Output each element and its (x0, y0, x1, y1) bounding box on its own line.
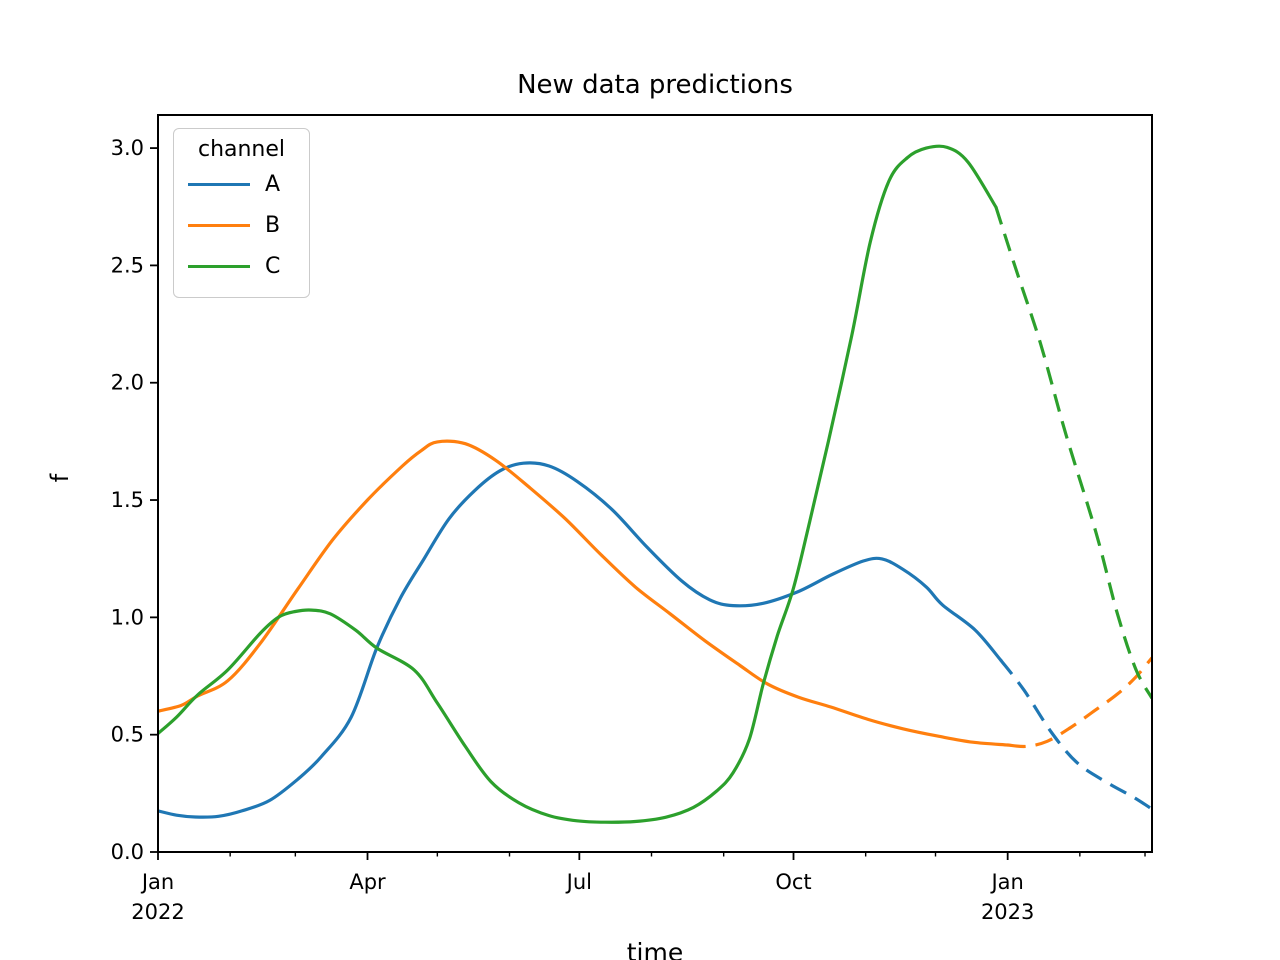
legend-label-a: A (265, 172, 281, 197)
legend-item-b: B (184, 205, 299, 246)
x-tick-year-label: 2023 (981, 900, 1034, 924)
legend-title: channel (197, 137, 286, 162)
x-tick-label: Jul (565, 870, 592, 894)
legend: channel A B C (173, 128, 310, 298)
y-tick-label: 2.0 (111, 371, 144, 395)
legend-item-a: A (184, 164, 299, 205)
series-A-prediction-line (999, 659, 1152, 811)
chart-title: New data predictions (517, 70, 793, 100)
axes-frame (157, 114, 1153, 853)
y-tick-label: 1.5 (111, 488, 144, 512)
y-tick-label: 1.0 (111, 605, 144, 629)
legend-line-swatch-b (188, 223, 250, 228)
x-tick-label: Apr (349, 870, 386, 894)
y-tick-label: 3.0 (111, 136, 144, 160)
x-tick-year-label: 2022 (131, 900, 184, 924)
x-axis-label: time (626, 938, 684, 960)
series-B-prediction-line (1007, 656, 1152, 749)
series-A-observed-line (158, 461, 1003, 819)
legend-label-b: B (265, 213, 281, 238)
legend-item-c: C (184, 246, 299, 287)
y-tick-label: 0.0 (111, 840, 144, 864)
legend-line-swatch-c (188, 264, 250, 269)
x-tick-label: Jan (140, 870, 174, 894)
y-tick-label: 2.5 (111, 253, 144, 277)
legend-line-swatch-a (188, 182, 250, 187)
legend-label-c: C (265, 254, 281, 279)
x-tick-label: Oct (775, 870, 811, 894)
y-axis-label: f (46, 473, 74, 483)
series-C-observed-line (158, 144, 998, 824)
x-tick-label: Jan (989, 870, 1023, 894)
y-tick-label: 0.5 (111, 723, 144, 747)
series-C-prediction-line (994, 206, 1152, 700)
